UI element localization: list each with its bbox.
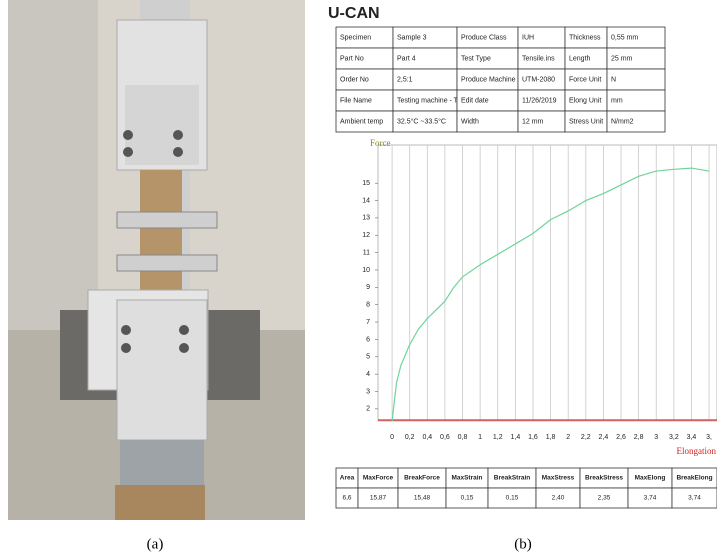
cell-text: Tensile.ins: [522, 55, 555, 62]
cell-text: 11/26/2019: [522, 97, 557, 104]
x-tick-label: 3,4: [687, 434, 697, 441]
cell-text: 0,15: [506, 495, 519, 502]
cell-text: Ambient temp: [340, 118, 383, 125]
x-tick-label: 0: [390, 434, 394, 441]
cell-text: Produce Machine: [461, 76, 516, 83]
y-axis-label: Force: [370, 138, 391, 148]
y-tick-label: 15: [362, 180, 370, 187]
x-tick-label: 1,8: [546, 434, 556, 441]
cell-text: Part No: [340, 55, 364, 62]
caption: (a): [147, 536, 164, 552]
cell-text: N: [611, 76, 616, 83]
y-tick-label: 14: [362, 197, 370, 204]
cell-text: 15,48: [414, 495, 431, 502]
cell-text: BreakElong: [676, 475, 712, 482]
cell-text: 3,74: [644, 495, 657, 502]
cell-text: Area: [340, 475, 355, 482]
plot-area: [378, 145, 717, 421]
cell-text: 0,55 mm: [611, 34, 638, 41]
x-axis-label: Elongation: [677, 446, 717, 456]
y-tick-label: 2: [366, 406, 370, 413]
x-tick-label: 1,4: [510, 434, 520, 441]
x-tick-label: 3,2: [669, 434, 679, 441]
cell-text: Specimen: [340, 34, 371, 41]
cell-text: 6,6: [342, 495, 351, 502]
cell-text: Width: [461, 118, 479, 125]
cell-text: MaxElong: [635, 475, 666, 482]
y-tick-label: 12: [362, 232, 370, 239]
y-tick-label: 13: [362, 215, 370, 222]
cell-text: IUH: [522, 34, 534, 41]
photo: [8, 0, 305, 520]
caption: (b): [514, 536, 532, 552]
cell-text: 32.5°C ~33.5°C: [397, 117, 446, 125]
cell-text: 25 mm: [611, 55, 633, 62]
x-tick-label: 3: [654, 434, 658, 441]
x-tick-label: 3,: [706, 434, 712, 441]
x-tick-label: 2,6: [616, 434, 626, 441]
x-tick-label: 1,6: [528, 434, 538, 441]
summary-table: Area MaxForce BreakForce MaxStrain BreakStra…: [336, 468, 717, 508]
y-tick-label: 10: [362, 267, 370, 274]
x-tick-label: 2,2: [581, 434, 591, 441]
x-tick-label: 0,4: [422, 434, 432, 441]
y-tick-label: 9: [366, 284, 370, 291]
cell-text: 15,87: [370, 495, 387, 502]
brand: U-CAN: [328, 5, 380, 22]
cell-text: BreakStress: [585, 475, 623, 482]
cell-text: Order No: [340, 76, 369, 83]
cell-text: Elong Unit: [569, 97, 601, 104]
cell-text: mm: [611, 97, 623, 104]
cell-text: Part 4: [397, 55, 416, 62]
x-tick-label: 0,8: [458, 434, 468, 441]
cell-text: 2,35: [598, 495, 611, 502]
cell-text: Testing machine - T: [397, 97, 459, 104]
y-tick-label: 7: [366, 319, 370, 326]
x-tick-label: 2,4: [599, 434, 609, 441]
cell-text: Sample 3: [397, 34, 427, 41]
y-tick-label: 11: [363, 249, 370, 256]
cell-text: Produce Class: [461, 34, 507, 41]
cell-text: BreakStrain: [494, 475, 531, 482]
x-tick-label: 2,8: [634, 434, 644, 441]
y-tick-label: 8: [366, 302, 370, 309]
cell-text: File Name: [340, 97, 372, 104]
cell-text: 0,15: [461, 495, 474, 502]
cell-text: 2,5:1: [397, 76, 413, 83]
cell-text: Length: [569, 55, 591, 62]
x-tick-label: 1,2: [493, 434, 503, 441]
cell-text: Force Unit: [569, 76, 601, 83]
cell-text: Test Type: [461, 55, 491, 62]
x-tick-label: 0,2: [405, 434, 415, 441]
cell-text: 2,40: [552, 495, 565, 502]
y-tick-label: 5: [366, 354, 370, 361]
info-table: Specimen Sample 3 Produce Class IUH Thicknes…: [336, 27, 665, 132]
cell-text: MaxStress: [542, 475, 575, 482]
cell-text: BreakForce: [404, 475, 440, 482]
cell-text: N/mm2: [611, 118, 634, 125]
y-tick-label: 6: [366, 336, 370, 343]
cell-text: 12 mm: [522, 118, 544, 125]
cell-text: 3,74: [688, 495, 701, 502]
cell-text: MaxForce: [363, 475, 394, 482]
figure: (a) (b) U-CAN Specimen Sample 3 Produce Cl…: [0, 0, 717, 557]
page: (a) (b) U-CAN Specimen Sample 3 Produce Cl…: [0, 0, 717, 557]
cell-text: UTM-2080: [522, 76, 555, 83]
cell-text: Stress Unit: [569, 118, 603, 125]
cell-text: Edit date: [461, 97, 489, 104]
cell-text: Thickness: [569, 34, 601, 41]
y-tick-label: 3: [366, 388, 370, 395]
x-tick-label: 2: [566, 434, 570, 441]
x-tick-label: 0,6: [440, 434, 450, 441]
cell-text: MaxStrain: [451, 475, 482, 482]
x-tick-label: 1: [478, 434, 482, 441]
y-tick-label: 4: [366, 371, 370, 378]
